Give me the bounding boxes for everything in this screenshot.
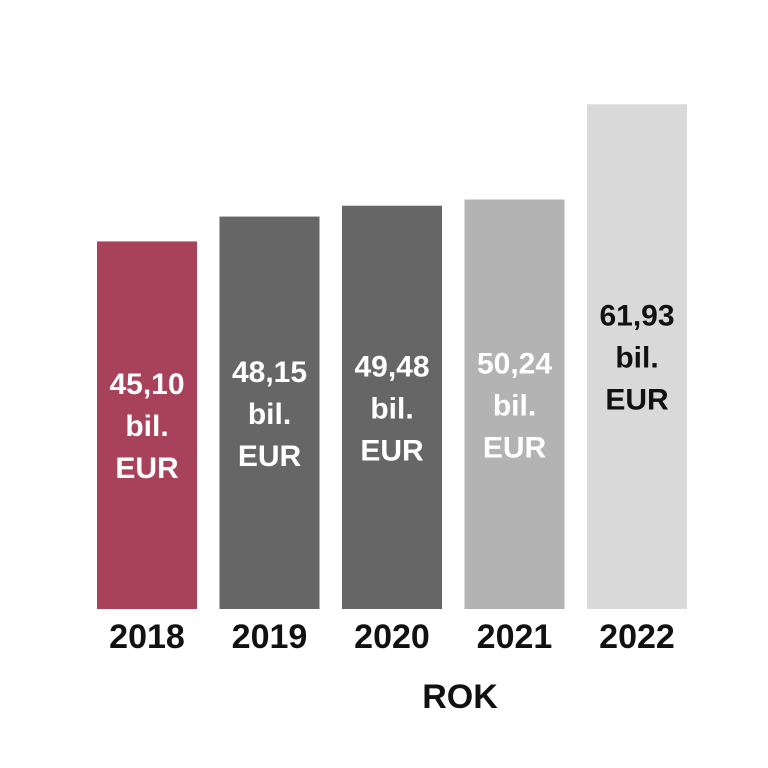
bar-2022: [587, 104, 687, 609]
data-label-2022: 61,93 bil. EUR: [599, 300, 674, 417]
data-label-2020: 49,48 bil. EUR: [354, 350, 429, 467]
data-label-2018: 45,10 bil. EUR: [109, 368, 184, 485]
data-label-line: bil.: [370, 392, 413, 425]
x-axis-title: ROK: [422, 678, 498, 716]
x-tick-label-2018: 2018: [109, 618, 185, 656]
data-label-line: 50,24: [477, 347, 552, 380]
data-label-line: bil.: [125, 410, 168, 443]
x-tick-label-2019: 2019: [232, 618, 308, 656]
bar-2018: [97, 241, 197, 609]
bars-group: [97, 104, 687, 609]
x-tick-label-2021: 2021: [477, 618, 553, 656]
data-label-line: EUR: [360, 434, 424, 467]
data-label-line: bil.: [615, 342, 658, 375]
data-label-2019: 48,15 bil. EUR: [232, 356, 307, 473]
x-tick-label-2020: 2020: [354, 618, 430, 656]
bar-2020: [342, 205, 442, 609]
data-label-line: EUR: [238, 440, 302, 473]
data-label-line: EUR: [115, 452, 179, 485]
data-label-line: EUR: [605, 384, 669, 417]
data-label-line: 45,10: [109, 368, 184, 401]
bar-2019: [219, 216, 320, 609]
x-tick-labels-group: 2018 2019 2020 2021 2022: [109, 618, 675, 656]
data-label-line: 49,48: [354, 350, 429, 383]
data-label-line: EUR: [483, 431, 547, 464]
bar-2021: [464, 199, 565, 609]
data-label-line: bil.: [248, 398, 291, 431]
data-label-line: 48,15: [232, 356, 307, 389]
data-label-line: bil.: [493, 389, 536, 422]
x-tick-label-2022: 2022: [599, 618, 675, 656]
data-label-line: 61,93: [599, 300, 674, 333]
data-label-2021: 50,24 bil. EUR: [477, 347, 552, 464]
